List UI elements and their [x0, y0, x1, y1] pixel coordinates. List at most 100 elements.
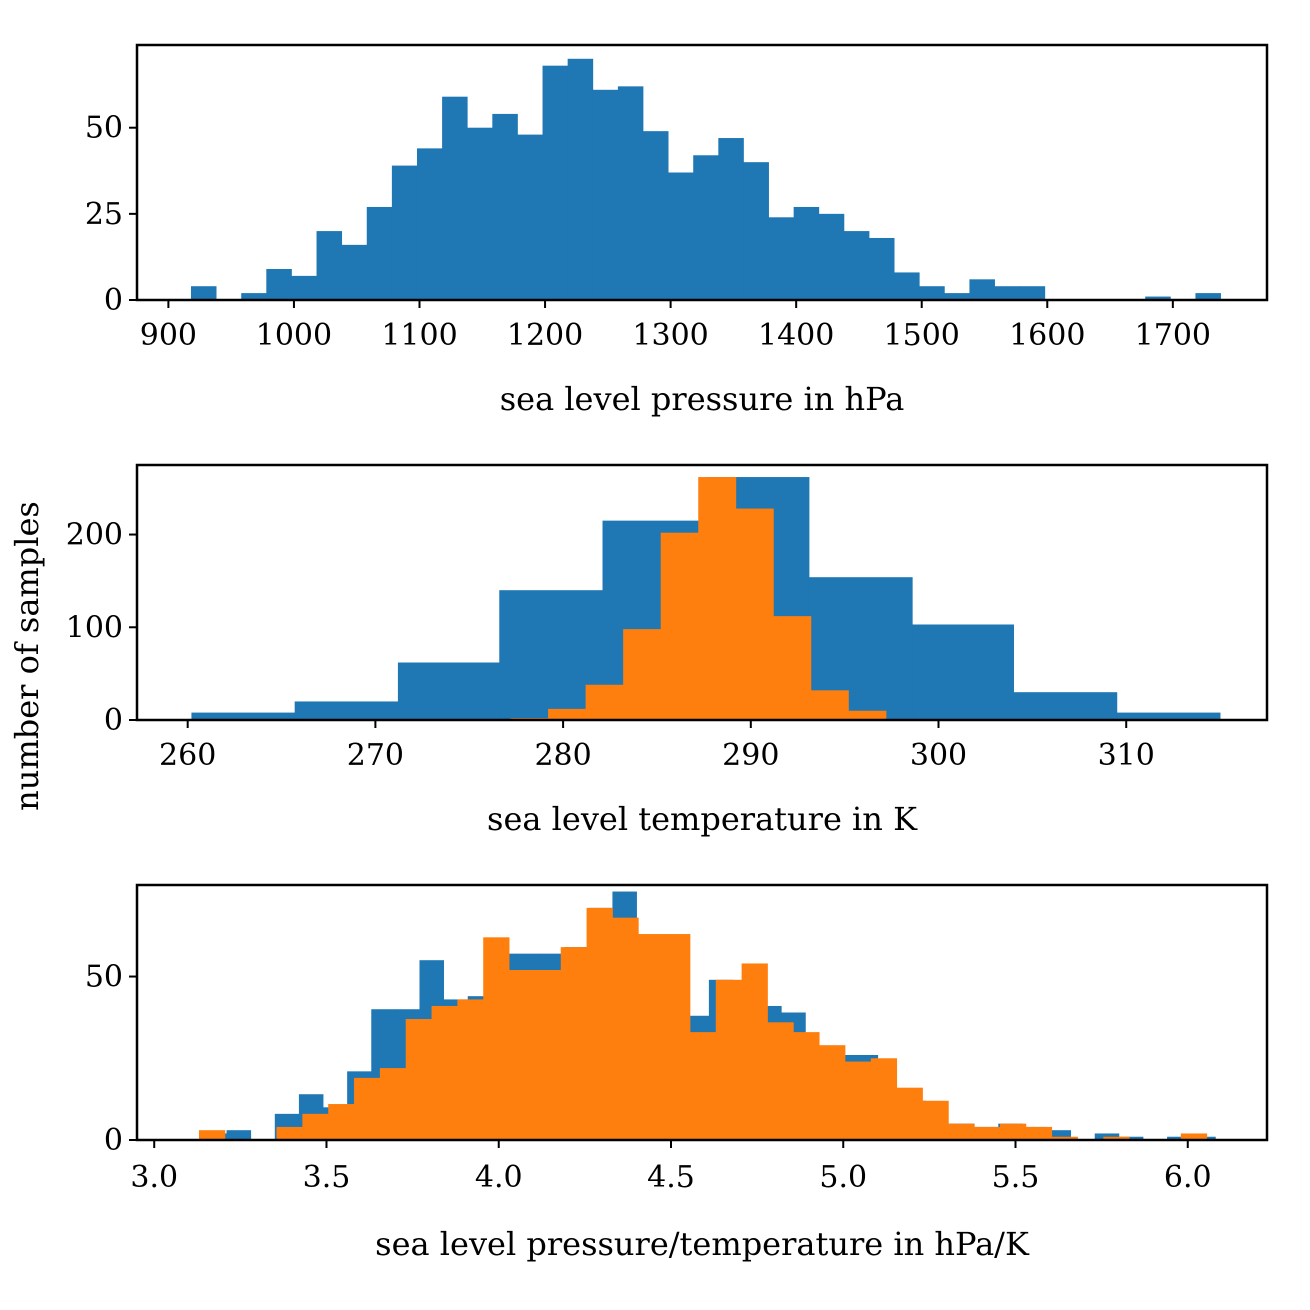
- x-tick-label: 5.0: [819, 1160, 867, 1195]
- histogram-bar: [560, 947, 587, 1140]
- histogram-bar: [612, 917, 639, 1140]
- histogram-bar: [366, 206, 393, 300]
- histogram-bar: [1180, 1133, 1208, 1140]
- histogram-bar: [567, 58, 594, 300]
- histogram-bar: [912, 624, 1014, 720]
- histogram-series-2: [199, 907, 1208, 1140]
- histogram-bar: [586, 907, 613, 1140]
- histogram-bar: [848, 710, 887, 720]
- histogram-bar: [870, 1058, 898, 1140]
- x-axis-label: sea level temperature in K: [487, 800, 918, 838]
- histogram-bar: [492, 113, 518, 301]
- histogram-bar: [743, 162, 769, 300]
- y-tick-label: 0: [104, 1123, 123, 1158]
- histogram-bar: [793, 1032, 820, 1140]
- histogram-bar: [698, 477, 737, 720]
- y-tick-label: 0: [104, 703, 123, 738]
- histogram-bar: [810, 690, 849, 720]
- histogram-bar: [585, 684, 624, 720]
- histogram-bar: [617, 86, 644, 300]
- histogram-bar: [1025, 1126, 1053, 1140]
- chart-panels: 900 1000 1100 1200 1300 1400 1500 1600 170002550…: [66, 43, 1269, 1263]
- x-tick-label: 3.5: [303, 1160, 351, 1195]
- histogram-bar: [896, 1087, 923, 1140]
- histogram-bar: [819, 1045, 846, 1140]
- histogram-bar: [1116, 712, 1221, 720]
- histogram-bar: [266, 268, 292, 300]
- axes-frame: [135, 463, 1269, 722]
- histogram-bar: [994, 286, 1021, 300]
- x-tick-label: 260: [159, 738, 216, 773]
- histogram-bar: [718, 138, 744, 300]
- histogram-bar: [483, 937, 510, 1140]
- histogram-bar: [457, 999, 484, 1140]
- x-tick-label: 310: [1098, 738, 1155, 773]
- histogram-bar: [974, 1126, 1001, 1140]
- axes-frame: [135, 883, 1269, 1142]
- histogram-bar: [894, 272, 920, 300]
- x-tick-label: 1400: [758, 318, 834, 353]
- histogram-bar: [1000, 1123, 1027, 1140]
- x-axis-label: sea level pressure in hPa: [500, 380, 905, 418]
- histogram-bar: [509, 970, 536, 1140]
- histogram-bar: [405, 1019, 432, 1140]
- histogram-bar: [416, 148, 443, 300]
- histogram-bar: [379, 1068, 407, 1140]
- histogram-bar: [1145, 296, 1171, 300]
- y-tick-label: 0: [104, 283, 123, 318]
- histogram-bar: [341, 244, 368, 300]
- shared-y-axis-label: number of samples: [8, 501, 46, 811]
- histogram-bar: [328, 1104, 355, 1140]
- histogram-bar: [391, 165, 418, 300]
- histogram-bar: [517, 134, 543, 300]
- histogram-bar: [1118, 1136, 1144, 1140]
- histogram-bar: [276, 1126, 303, 1140]
- histogram-panel-2: 260 270 280 290 300 310 0 100 200 sea level tempe…: [66, 463, 1269, 838]
- x-tick-label: 900: [140, 318, 197, 353]
- histogram-bar: [467, 127, 493, 301]
- histogram-bar: [843, 231, 870, 300]
- histogram-bar: [638, 934, 665, 1140]
- histogram-bar: [191, 712, 296, 720]
- x-tick-label: 1000: [256, 318, 332, 353]
- histogram-bar: [773, 616, 812, 720]
- histogram-bar: [919, 286, 945, 300]
- histogram-bar: [767, 1022, 794, 1140]
- histogram-bar: [922, 1100, 949, 1140]
- histogram-bar: [534, 970, 562, 1140]
- x-tick-label: 1700: [1135, 318, 1211, 353]
- histogram-bar: [868, 237, 895, 300]
- y-tick-label: 50: [85, 960, 123, 995]
- histogram-bar: [241, 293, 267, 300]
- histogram-bar: [294, 701, 399, 720]
- histogram-bar: [818, 213, 845, 300]
- histogram-panel-1: 900 1000 1100 1200 1300 1400 1500 1600 1700 0 25 50…: [85, 43, 1269, 418]
- histogram-bar: [693, 155, 719, 300]
- axes-frame: [135, 43, 1269, 302]
- histogram-bar: [1167, 1136, 1192, 1140]
- histogram-bar: [302, 1113, 329, 1140]
- histogram-bar: [642, 131, 669, 300]
- histogram-bar: [664, 934, 691, 1140]
- histogram-bar: [715, 979, 743, 1140]
- x-tick-label: 1200: [507, 318, 583, 353]
- histogram-bar: [442, 96, 468, 301]
- histogram-bar: [793, 206, 820, 300]
- histogram-bar: [592, 89, 619, 300]
- histogram-bar: [316, 231, 343, 300]
- histogram-bar: [1019, 286, 1046, 300]
- histogram-bar: [431, 1005, 458, 1140]
- histogram-bar: [199, 1130, 226, 1140]
- x-tick-label: 300: [910, 738, 967, 773]
- histogram-bar: [1195, 293, 1221, 300]
- x-tick-label: 3.0: [130, 1160, 178, 1195]
- histogram-bar: [735, 508, 774, 720]
- histogram-bar: [668, 172, 694, 300]
- histogram-bar: [944, 293, 970, 300]
- histogram-bar: [623, 629, 662, 720]
- histogram-bar: [548, 708, 587, 720]
- x-tick-label: 280: [534, 738, 591, 773]
- y-tick-label: 50: [85, 111, 123, 146]
- x-tick-label: 4.5: [647, 1160, 695, 1195]
